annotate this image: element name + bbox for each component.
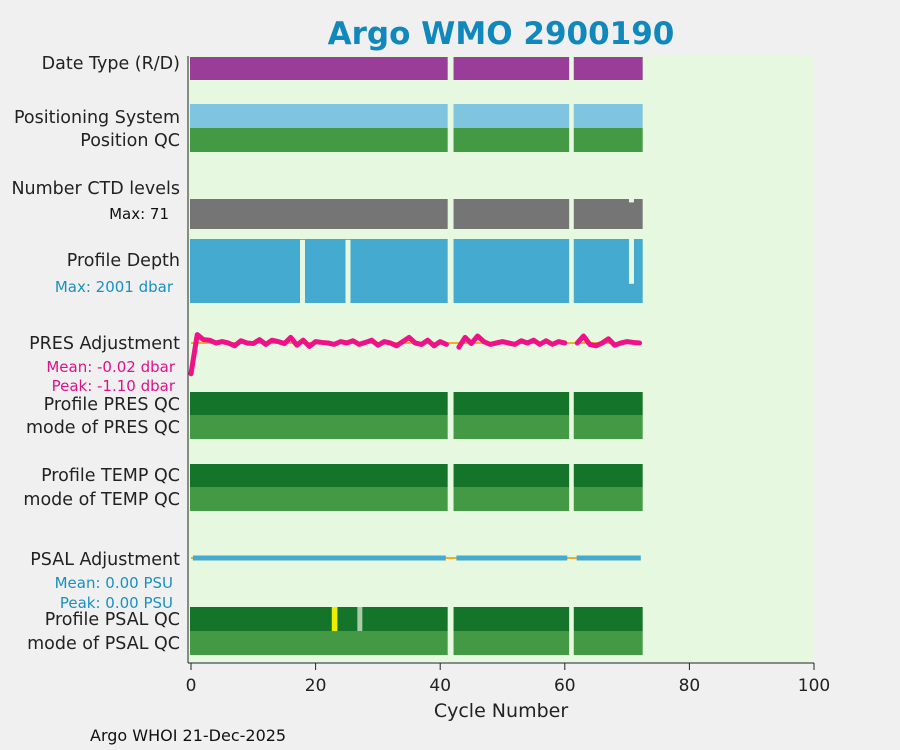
profile-depth-dip [628,239,634,284]
position-qc-bar-1 [190,128,448,152]
label-profile-depth: Profile Depth [67,251,180,271]
x-tick-label-60: 60 [554,676,576,696]
profile-psal-qc-bar-2 [453,607,570,631]
profile-depth-bar-1 [190,239,448,303]
profile-psal-qc-bar-1 [190,607,448,631]
pres-adjustment-line-2 [456,333,568,350]
footer-credit: Argo WHOI 21-Dec-2025 [90,726,286,745]
ctd-levels-dip [628,199,634,203]
label-mode-psal-qc: mode of PSAL QC [27,634,180,654]
positioning-system-bar-3 [573,104,643,128]
label-psal-adjustment: PSAL Adjustment [30,550,180,570]
x-tick-label-0: 0 [186,676,197,696]
x-tick-label-20: 20 [305,676,327,696]
mode-pres-qc-bar-3 [573,415,643,439]
profile-depth-bar-2 [453,239,570,303]
label-pres-peak: Peak: -1.10 dbar [52,377,176,395]
ctd-levels-bar-1 [190,199,448,229]
mode-temp-qc-bar-1 [190,487,448,511]
x-tick-label-80: 80 [679,676,701,696]
label-positioning-system: Positioning System [14,108,180,128]
label-mode-pres-qc: mode of PRES QC [26,418,180,438]
profile-pres-qc-bar-2 [453,392,570,415]
row-labels: Date Type (R/D) Positioning System Posit… [11,54,180,654]
x-axis-title: Cycle Number [434,700,568,722]
profile-psal-qc-bar-3 [573,607,643,631]
label-profile-psal-qc: Profile PSAL QC [45,610,180,630]
mode-psal-qc-bar-1 [190,631,448,655]
label-date-type: Date Type (R/D) [42,54,180,74]
label-depth-max: Max: 2001 dbar [55,278,174,296]
x-tick-label-100: 100 [798,676,830,696]
x-ticks: 0 20 40 60 80 100 [186,663,830,696]
label-psal-mean: Mean: 0.00 PSU [55,574,173,592]
positioning-system-bar-2 [453,104,570,128]
bar-layer [190,57,643,655]
profile-pres-qc-bar-1 [190,392,448,415]
profile-pres-qc-bar-3 [573,392,643,415]
psal-qc-flag-2 [357,607,363,631]
label-pres-mean: Mean: -0.02 dbar [46,358,176,376]
mode-pres-qc-bar-2 [453,415,570,439]
x-tick-label-40: 40 [429,676,451,696]
line-layer [188,332,643,561]
position-qc-bar-3 [573,128,643,152]
label-ctd-max: Max: 71 [109,205,169,223]
date-type-bar-1 [190,57,448,80]
chart-title: Argo WMO 2900190 [328,16,675,52]
profile-temp-qc-bar-2 [453,464,570,487]
label-psal-peak: Peak: 0.00 PSU [60,594,173,612]
label-mode-temp-qc: mode of TEMP QC [23,490,180,510]
plot-background [188,56,814,663]
label-profile-temp-qc: Profile TEMP QC [41,466,180,486]
ctd-levels-bar-2 [453,199,570,229]
label-number-ctd-levels: Number CTD levels [11,179,180,199]
profile-temp-qc-bar-3 [573,464,643,487]
pres-adjustment-line-3 [574,333,643,349]
psal-qc-flag-1 [331,607,338,631]
mode-psal-qc-bar-3 [573,631,643,655]
date-type-bar-2 [453,57,570,80]
mode-pres-qc-bar-1 [190,415,448,439]
position-qc-bar-2 [453,128,570,152]
label-profile-pres-qc: Profile PRES QC [44,395,180,415]
profile-depth-small-dip-2 [345,239,351,303]
mode-psal-qc-bar-2 [453,631,570,655]
label-pres-adjustment: PRES Adjustment [29,334,180,354]
profile-temp-qc-bar-1 [190,464,448,487]
mode-temp-qc-bar-3 [573,487,643,511]
profile-depth-small-dip-1 [300,239,306,303]
label-position-qc: Position QC [80,131,180,151]
pres-adjustment-line-1 [188,332,449,377]
positioning-system-bar-1 [190,104,448,128]
date-type-bar-3 [573,57,643,80]
mode-temp-qc-bar-2 [453,487,570,511]
ctd-levels-bar-3 [573,199,643,229]
